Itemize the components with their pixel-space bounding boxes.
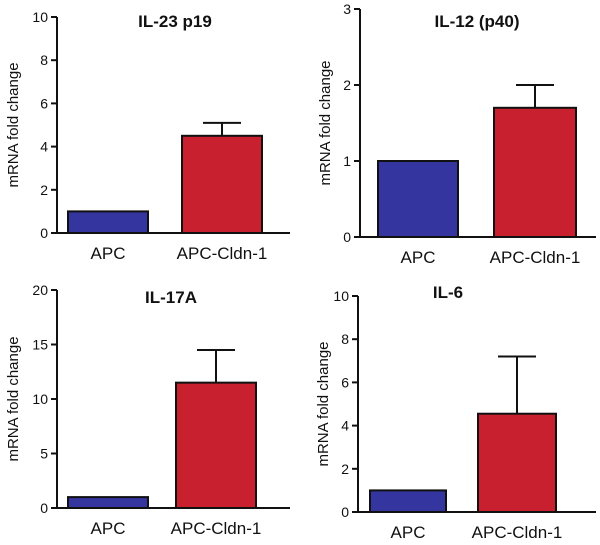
y-axis-title: mRNA fold change: [317, 60, 334, 185]
bar-apc: [369, 489, 447, 513]
y-tick-label: 4: [40, 139, 48, 155]
y-tick-label: 0: [343, 229, 351, 245]
y-tick-label: 6: [40, 95, 48, 111]
y-tick-label: 0: [341, 504, 349, 520]
bar-apc: [67, 210, 149, 234]
y-tick-label: 4: [341, 418, 349, 434]
bar-apc: [67, 496, 149, 510]
chart-title: IL-6: [433, 283, 463, 302]
y-tick-label: 0: [40, 500, 48, 516]
chart-title: IL-12 (p40): [434, 12, 519, 31]
y-tick-label: 5: [40, 446, 48, 462]
x-category-label: APC-Cldn-1: [472, 523, 563, 542]
y-tick-label: 8: [40, 52, 48, 68]
bar-apc: [377, 160, 459, 238]
x-category-label: APC: [91, 244, 126, 263]
bar-apc-cldn-1: [493, 106, 577, 238]
y-tick-label: 1: [343, 153, 351, 169]
x-category-label: APC: [391, 523, 426, 542]
x-category-label: APC: [91, 519, 126, 538]
bar-apc-cldn-1: [477, 412, 557, 513]
y-tick-label: 8: [341, 331, 349, 347]
y-tick-label: 10: [32, 391, 48, 407]
y-tick-label: 0: [40, 225, 48, 241]
bar-apc-cldn-1: [175, 381, 257, 509]
y-tick-label: 10: [32, 9, 48, 25]
chart-panel-4: 0 2 4 6 8 10 APC APC-Cldn-1 IL-6 mRNA fold change: [315, 283, 596, 542]
y-tick-label: 3: [343, 1, 351, 17]
chart-panel-2: 0 1 2 3 APC APC-Cldn-1 IL-12 (p40) mRNA fold ch…: [317, 1, 596, 267]
y-tick-label: 6: [341, 374, 349, 390]
chart-panel-1: 0 2 4 6 8 10 APC APC-Cldn-1 IL-23 p19 mRNA fold c…: [5, 9, 290, 263]
y-axis-title: mRNA fold change: [315, 341, 332, 466]
y-axis-title: mRNA fold change: [5, 336, 22, 461]
y-tick-label: 15: [32, 337, 48, 353]
x-category-label: APC: [401, 248, 436, 267]
x-category-label: APC-Cldn-1: [490, 248, 581, 267]
y-tick-label: 2: [343, 77, 351, 93]
x-category-label: APC-Cldn-1: [177, 244, 268, 263]
y-tick-label: 2: [341, 461, 349, 477]
y-tick-label: 10: [333, 288, 349, 304]
chart-panel-3: 0 5 10 15 20 APC APC-Cldn-1 IL-17A mRNA fold cha…: [5, 282, 290, 538]
x-category-label: APC-Cldn-1: [171, 519, 262, 538]
chart-title: IL-23 p19: [138, 12, 212, 31]
chart-title: IL-17A: [145, 288, 197, 307]
bar-apc-cldn-1: [181, 134, 263, 234]
y-tick-label: 2: [40, 182, 48, 198]
y-axis-title: mRNA fold change: [5, 62, 22, 187]
y-tick-label: 20: [32, 282, 48, 298]
